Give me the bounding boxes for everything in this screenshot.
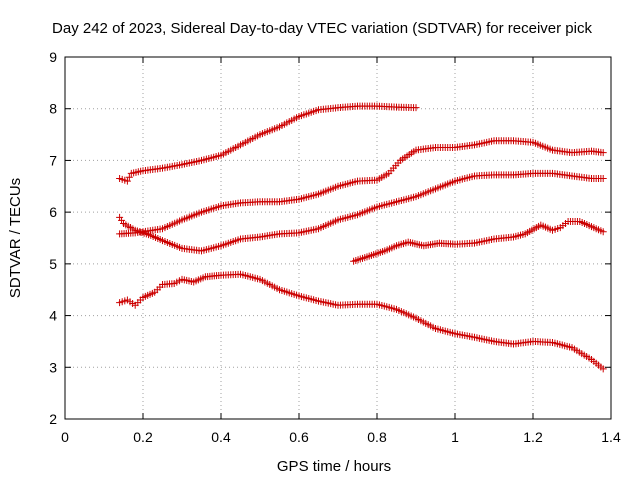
y-tick-label: 4 (49, 308, 57, 324)
y-tick-label: 2 (49, 411, 57, 427)
x-tick-label: 0.4 (211, 429, 231, 445)
x-tick-label: 1.4 (601, 429, 621, 445)
y-tick-label: 7 (49, 152, 57, 168)
x-tick-label: 0.2 (133, 429, 153, 445)
data-point (599, 365, 607, 373)
data-point (599, 228, 607, 236)
x-tick-label: 0.8 (367, 429, 387, 445)
x-tick-label: 0.6 (289, 429, 309, 445)
axis-ticks: 0 0.2 0.4 0.6 0.8 1 1.2 1.4 2 3 4 5 6 7 8 9 (49, 49, 621, 445)
data-point (123, 177, 131, 185)
series-trace-3 (116, 137, 607, 238)
plot-frame (64, 56, 612, 420)
data-point (599, 149, 607, 157)
y-tick-label: 8 (49, 101, 57, 117)
series-trace-4 (350, 217, 607, 265)
x-tick-label: 0 (61, 429, 69, 445)
series-trace-5 (116, 270, 607, 373)
series-trace-1 (116, 102, 420, 185)
data-point (599, 175, 607, 183)
y-axis-label: SDTVAR / TECUs (7, 178, 24, 298)
x-axis-label: GPS time / hours (277, 458, 391, 475)
x-tick-label: 1.2 (523, 429, 543, 445)
data-point (125, 173, 133, 181)
y-tick-label: 5 (49, 256, 57, 272)
x-tick-label: 1 (451, 429, 459, 445)
y-tick-label: 9 (49, 49, 57, 65)
series-trace-2 (116, 169, 607, 255)
y-tick-label: 3 (49, 359, 57, 375)
y-tick-label: 6 (49, 204, 57, 220)
chart-title: Day 242 of 2023, Sidereal Day-to-day VTE… (52, 20, 592, 37)
grid (65, 57, 611, 419)
data-point (412, 104, 420, 112)
data-series (116, 102, 607, 373)
